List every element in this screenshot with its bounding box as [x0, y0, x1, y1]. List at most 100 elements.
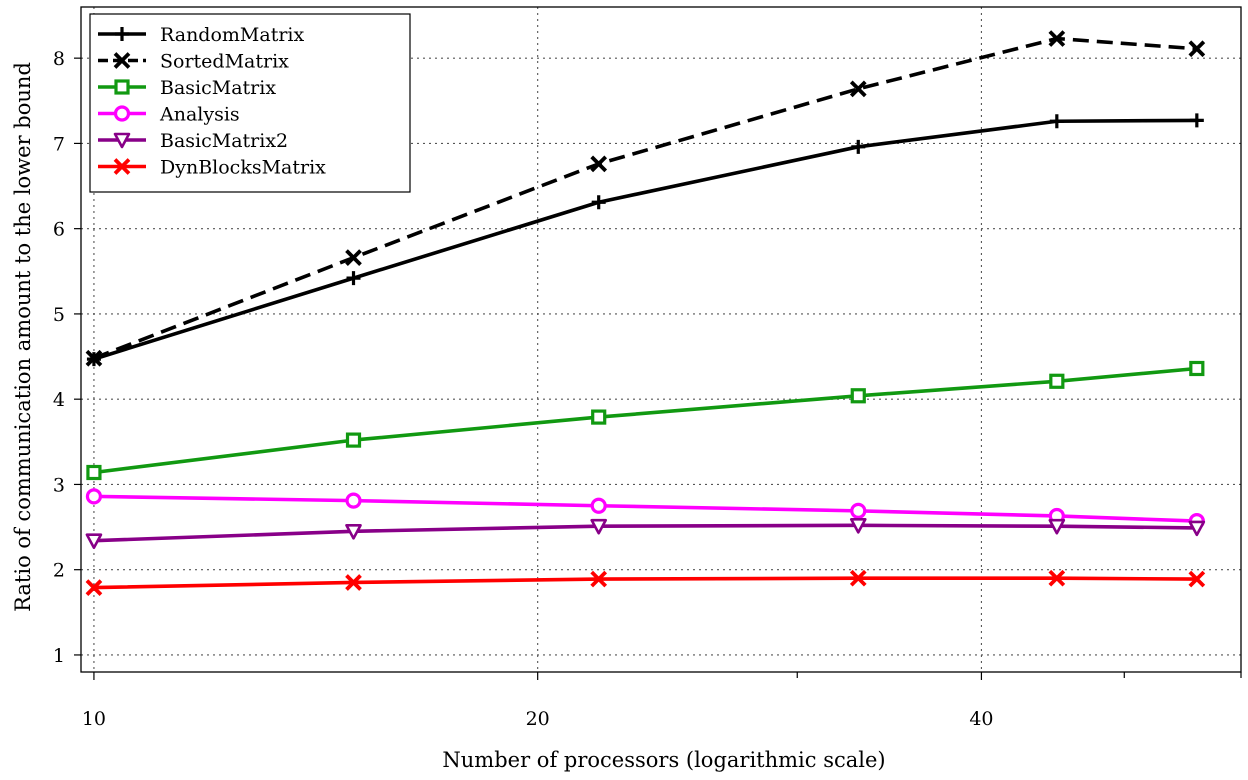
cross-marker	[590, 570, 608, 588]
legend-label: RandomMatrix	[160, 24, 305, 46]
data-point	[115, 27, 129, 41]
legend-item: BasicMatrix	[98, 77, 276, 99]
triangle-marker	[1188, 520, 1206, 537]
y-tick-label: 5	[53, 304, 65, 326]
data-point	[113, 158, 131, 175]
series-line	[93, 523, 1197, 543]
data-point	[590, 155, 608, 173]
data-point	[345, 249, 362, 266]
data-point	[114, 79, 130, 95]
data-point	[590, 497, 607, 514]
cross-marker	[590, 155, 608, 173]
data-point	[85, 533, 103, 550]
legend: RandomMatrix SortedMatrix BasicMatrix Analy…	[89, 13, 411, 193]
data-point	[345, 432, 362, 448]
cross-marker	[1048, 30, 1066, 47]
data-point	[346, 271, 361, 286]
cross-marker	[85, 579, 103, 596]
legend-item: Analysis	[98, 104, 240, 126]
data-point	[590, 518, 607, 535]
y-tick-label: 4	[53, 389, 65, 411]
data-point	[1049, 114, 1064, 129]
series-basicmatrix	[86, 360, 1205, 481]
circle-marker	[850, 502, 867, 519]
legend-label: BasicMatrix	[160, 77, 276, 99]
cross-marker	[345, 574, 362, 591]
cross-marker	[1188, 40, 1206, 58]
data-point	[849, 518, 867, 534]
y-tick-label: 6	[53, 219, 65, 241]
data-point	[850, 388, 866, 404]
data-point	[1048, 569, 1066, 587]
triangle-marker	[590, 518, 607, 535]
y-tick-label: 3	[53, 474, 65, 496]
plus-marker	[115, 27, 129, 41]
plus-marker	[1049, 114, 1064, 129]
series-analysis	[85, 488, 1205, 530]
plus-marker	[591, 195, 606, 210]
data-point	[591, 195, 606, 210]
series	[85, 30, 1206, 596]
data-point	[1048, 518, 1066, 535]
y-tick-label: 2	[53, 560, 65, 582]
series-basicmatrix2	[85, 518, 1206, 550]
series-line	[93, 118, 1197, 361]
series-line	[93, 576, 1197, 590]
square-marker	[114, 79, 130, 95]
data-point	[113, 132, 131, 149]
series-randommatrix	[86, 113, 1204, 367]
x-tick-label: 40	[969, 708, 993, 730]
axes: 1 2 3 4 5 6 7 8 10 20 40	[53, 6, 1242, 730]
cross-marker	[113, 52, 131, 69]
cross-marker	[85, 349, 103, 367]
data-point	[86, 464, 102, 481]
cross-marker	[113, 158, 131, 175]
legend-label: SortedMatrix	[160, 51, 289, 73]
series-line	[93, 494, 1197, 523]
data-point	[85, 488, 103, 505]
data-point	[345, 492, 362, 509]
y-tick-label: 1	[53, 645, 65, 667]
x-tick-label: 20	[526, 708, 550, 730]
data-point	[849, 80, 867, 98]
data-point	[590, 570, 608, 588]
data-point	[1189, 113, 1204, 128]
data-point	[345, 574, 362, 591]
y-axis-label: Ratio of communication amount to the low…	[11, 62, 35, 612]
data-point	[345, 524, 362, 540]
square-marker	[591, 409, 607, 425]
data-point	[1188, 570, 1206, 588]
data-point	[113, 105, 131, 122]
data-point	[1048, 30, 1066, 47]
plus-marker	[346, 271, 361, 286]
legend-label: Analysis	[159, 104, 240, 126]
legend-box	[89, 13, 411, 193]
square-marker	[850, 388, 866, 404]
data-point	[1189, 360, 1205, 377]
square-marker	[345, 432, 362, 448]
square-marker	[1189, 360, 1205, 377]
circle-marker	[590, 497, 607, 514]
series-line	[93, 366, 1197, 475]
triangle-marker	[1048, 518, 1066, 535]
x-axis-label: Number of processors (logarithmic scale)	[442, 748, 885, 772]
triangle-marker	[85, 533, 103, 550]
legend-item: RandomMatrix	[98, 24, 305, 46]
cross-marker	[849, 569, 867, 587]
series-line	[93, 36, 1197, 360]
data-point	[849, 569, 867, 587]
triangle-marker	[113, 132, 131, 149]
square-marker	[86, 464, 102, 481]
triangle-marker	[849, 518, 867, 534]
square-marker	[1049, 373, 1065, 389]
circle-marker	[345, 492, 362, 509]
cross-marker	[1048, 569, 1066, 587]
data-point	[851, 139, 866, 154]
data-point	[113, 52, 131, 69]
data-point	[591, 409, 607, 425]
cross-marker	[1188, 570, 1206, 588]
series-sortedmatrix	[85, 30, 1206, 367]
legend-label: BasicMatrix2	[160, 130, 288, 152]
circle-marker	[85, 488, 103, 505]
